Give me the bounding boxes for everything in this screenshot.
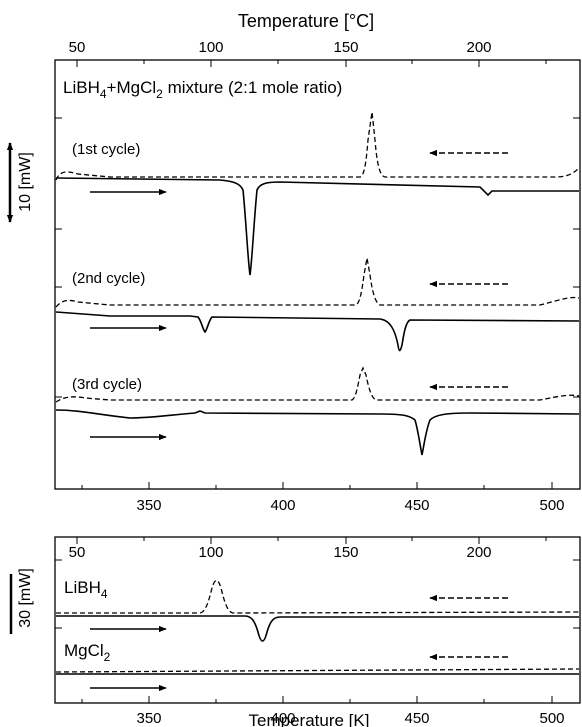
top-c-tick-150: 150: [333, 39, 358, 56]
bottom-y-scale-bar: 30 [mW]: [9, 568, 34, 634]
bottom-c-tick-50: 50: [69, 544, 86, 561]
top-y-scale-bar: 10 [mW]: [6, 142, 34, 223]
cycle-label-1: (1st cycle): [72, 141, 140, 158]
top-c-tick-200: 200: [466, 39, 491, 56]
bottom-c-tick-150: 150: [333, 544, 358, 561]
bottom-c-tick-200: 200: [466, 544, 491, 561]
cycle-label-3: (3rd cycle): [72, 376, 142, 393]
cycle1-heating-curve: [55, 177, 579, 276]
top-k-tick-400: 400: [270, 497, 295, 514]
bottom-plot-frame: [54, 536, 581, 704]
bottom-k-tick-500: 500: [539, 710, 564, 727]
bottom-ticks: [55, 537, 580, 703]
top-x-axis-label-celsius: Temperature [°C]: [238, 11, 374, 31]
top-c-tick-100: 100: [198, 39, 223, 56]
mgcl2-cooling-curve: [55, 668, 580, 673]
cycle3-heating-curve: [55, 409, 580, 456]
bottom-direction-arrows: [90, 594, 508, 692]
bottom-kelvin-tick-labels: 350 400 450 500: [136, 710, 564, 727]
top-k-tick-500: 500: [539, 497, 564, 514]
cycle-label-2: (2nd cycle): [72, 270, 145, 287]
top-plot-frame: [54, 59, 581, 490]
cycle1-cooling-curve: [55, 111, 580, 181]
series-label-mgcl2: MgCl2: [64, 641, 111, 664]
top-ticks: [55, 60, 580, 489]
bottom-celsius-tick-labels: 50 100 150 200: [69, 544, 492, 561]
top-celsius-tick-labels: 50 100 150 200: [69, 39, 492, 56]
top-y-axis-label: 10 [mW]: [17, 152, 34, 212]
libh4-cooling-curve: [56, 579, 580, 614]
top-k-tick-450: 450: [404, 497, 429, 514]
cycle2-cooling-curve: [55, 257, 580, 308]
cycle2-heating-curve: [55, 311, 580, 352]
series-label-libh4: LiBH4: [64, 578, 108, 601]
top-panel-title: LiBH4+MgCl2 mixture (2:1 mole ratio): [63, 78, 342, 101]
top-kelvin-tick-labels: 350 400 450 500: [136, 497, 564, 514]
bottom-k-tick-450: 450: [404, 710, 429, 727]
top-k-tick-350: 350: [136, 497, 161, 514]
libh4-heating-curve: [56, 615, 579, 642]
top-curves: [55, 111, 580, 456]
top-direction-arrows: [90, 149, 508, 441]
bottom-c-tick-100: 100: [198, 544, 223, 561]
bottom-x-axis-label-kelvin: Temperature [K]: [249, 711, 370, 727]
cycle3-cooling-curve: [55, 366, 580, 403]
top-c-tick-50: 50: [69, 39, 86, 56]
bottom-curves: [55, 579, 580, 675]
cycle-labels: (1st cycle) (2nd cycle) (3rd cycle): [72, 141, 145, 393]
bottom-k-tick-350: 350: [136, 710, 161, 727]
bottom-y-axis-label: 30 [mW]: [17, 568, 34, 628]
bottom-k-tick-400: 400: [270, 710, 295, 727]
